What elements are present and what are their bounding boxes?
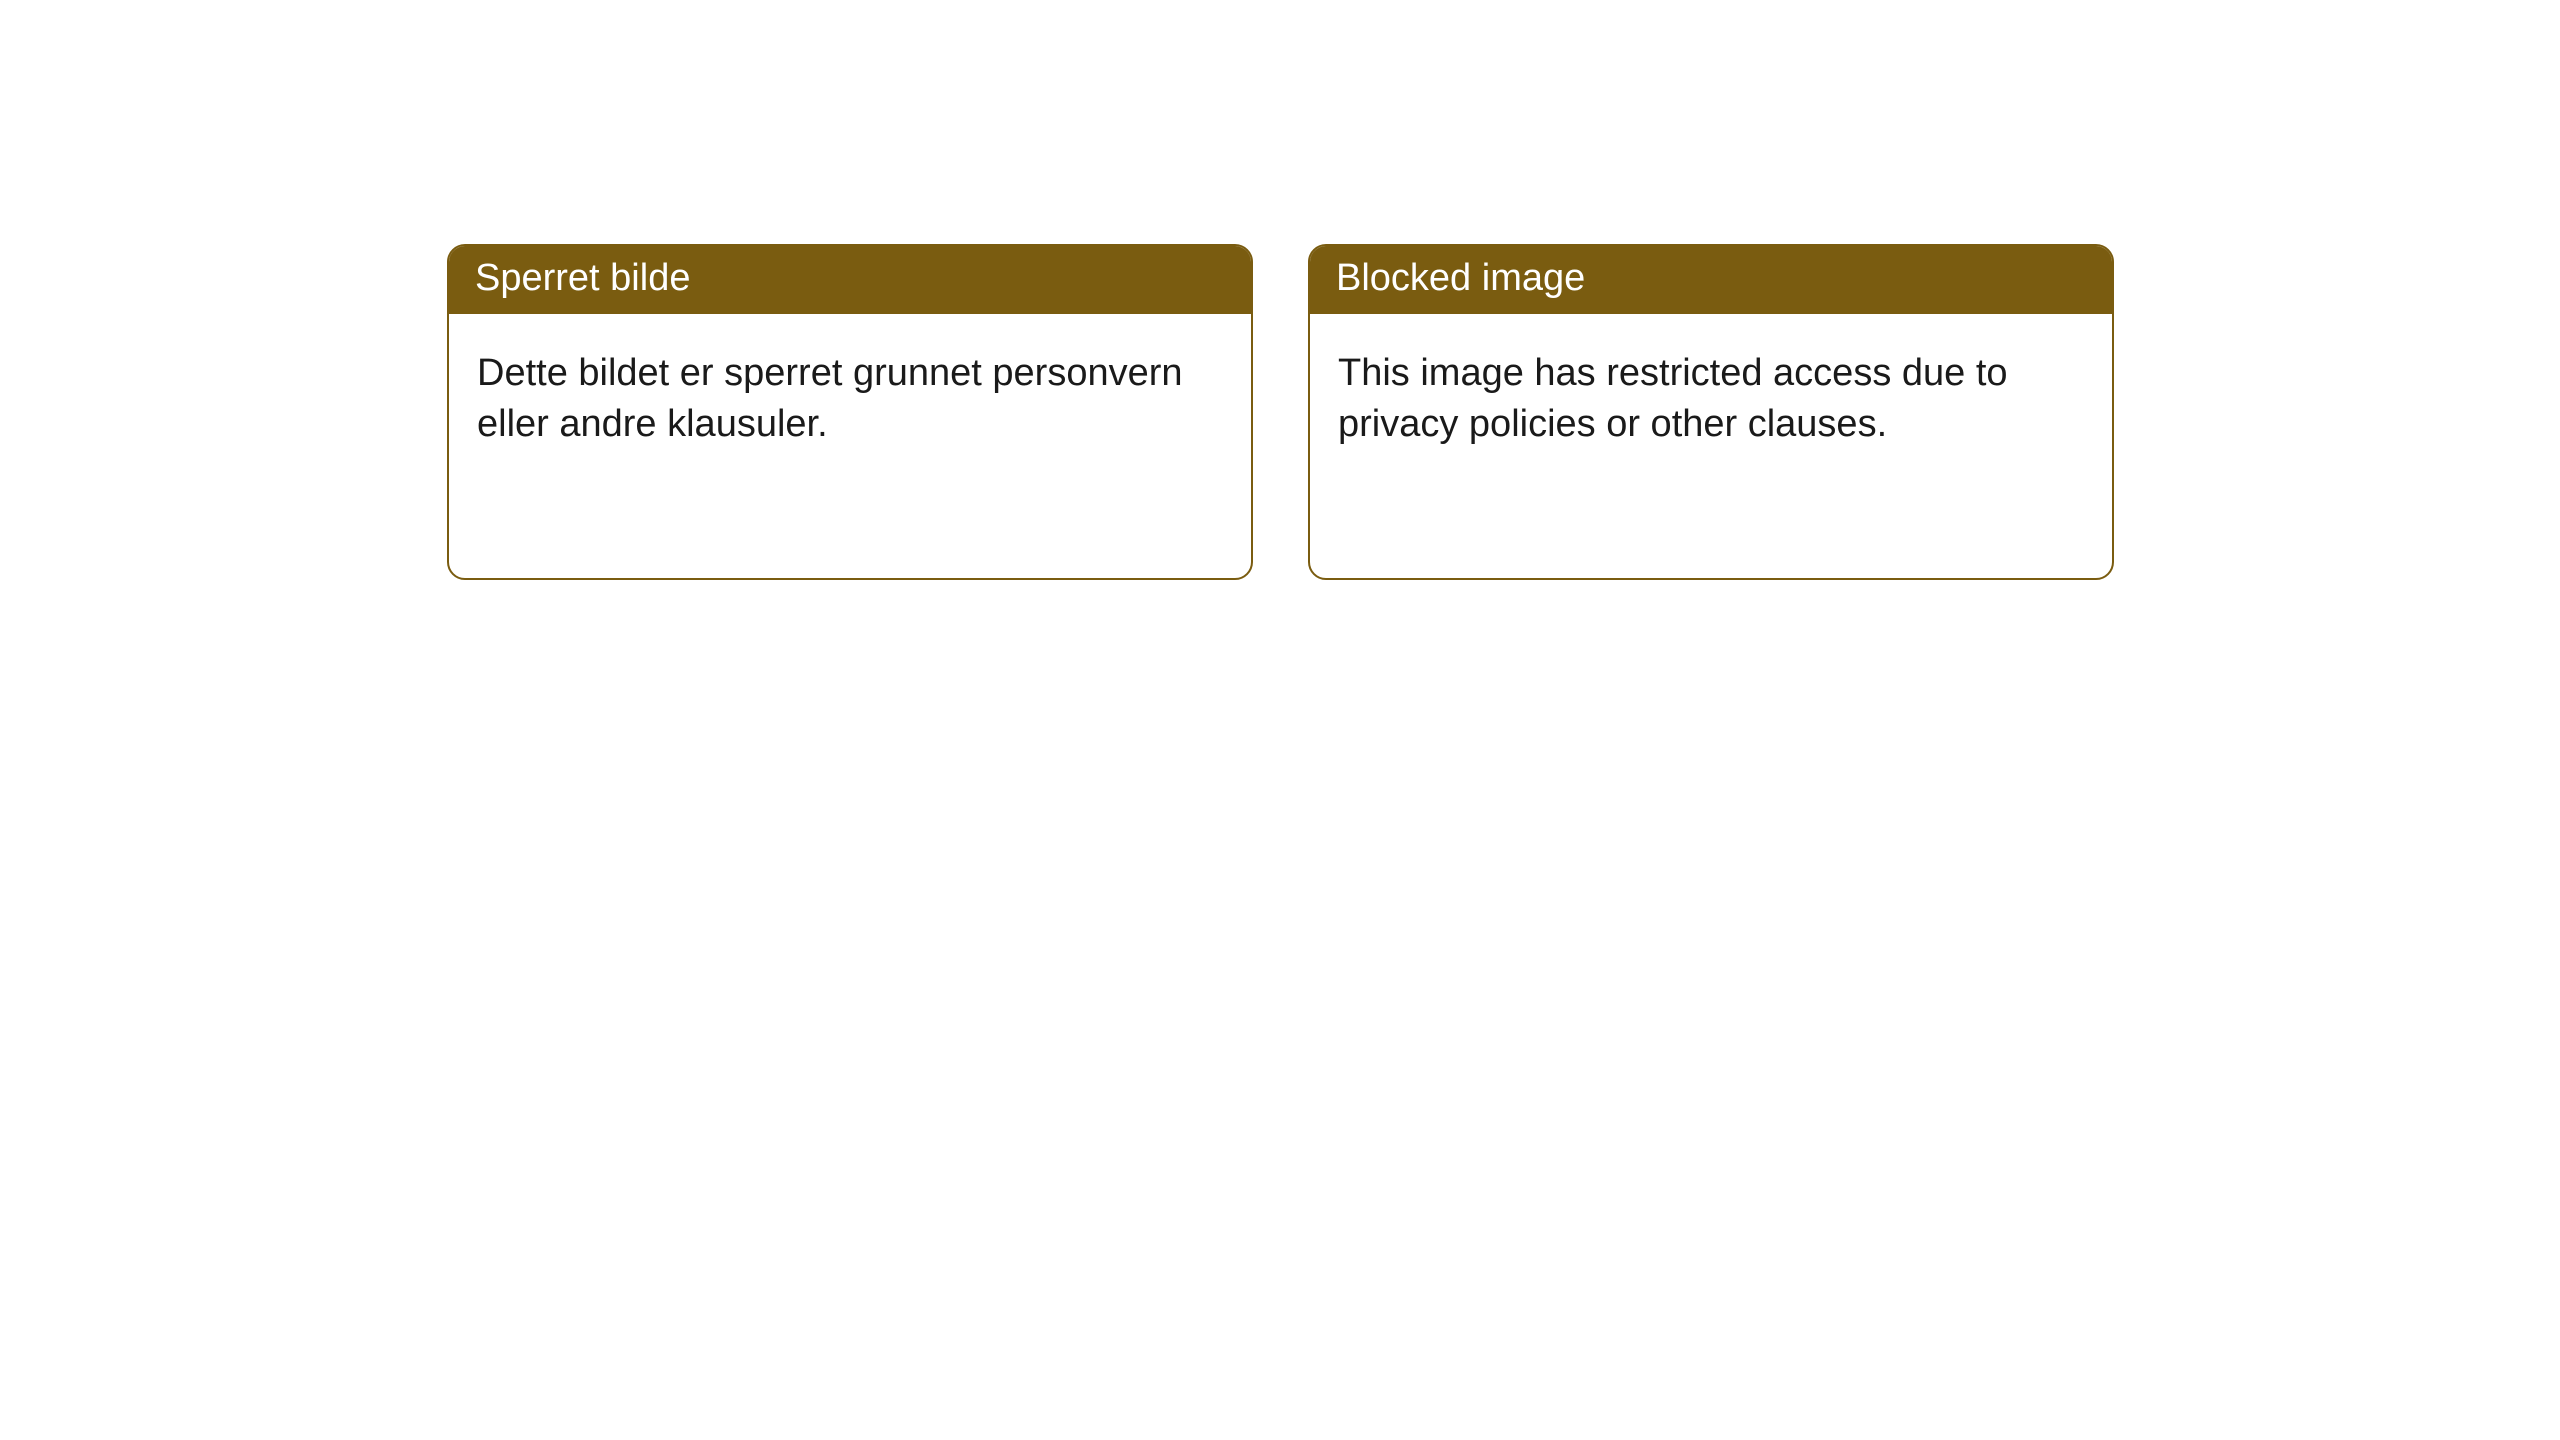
notice-title: Sperret bilde	[449, 246, 1251, 314]
notice-body: Dette bildet er sperret grunnet personve…	[449, 314, 1251, 485]
notice-card-english: Blocked image This image has restricted …	[1308, 244, 2114, 580]
notice-container: Sperret bilde Dette bildet er sperret gr…	[0, 0, 2560, 580]
notice-body: This image has restricted access due to …	[1310, 314, 2112, 485]
notice-card-norwegian: Sperret bilde Dette bildet er sperret gr…	[447, 244, 1253, 580]
notice-title: Blocked image	[1310, 246, 2112, 314]
